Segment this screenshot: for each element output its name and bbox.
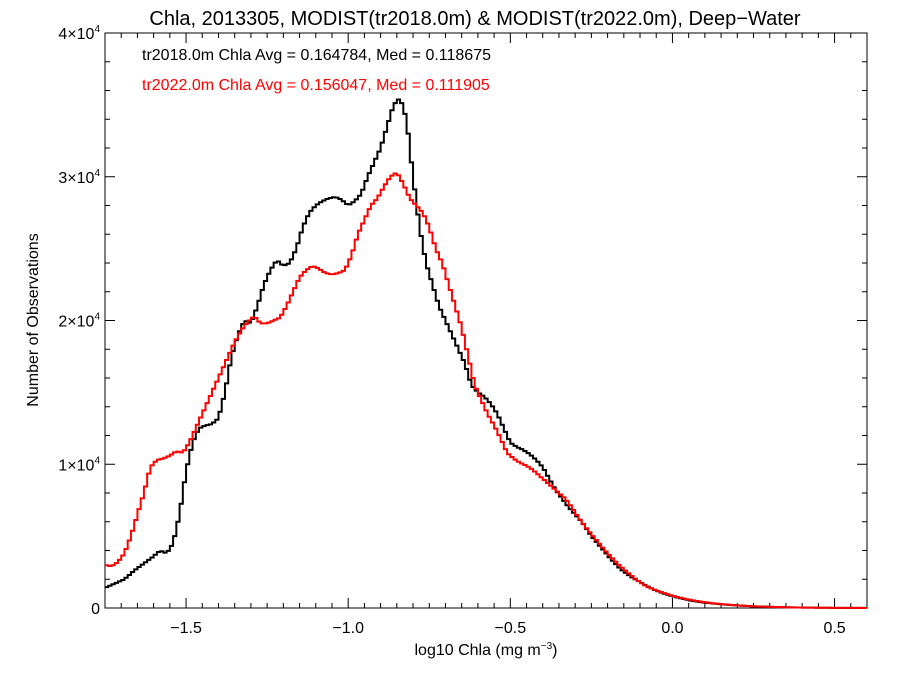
x-tick-label: −1.5 <box>170 620 202 637</box>
x-tick-label: 0.5 <box>823 620 845 637</box>
annotations-group: tr2018.0m Chla Avg = 0.164784, Med = 0.1… <box>142 47 491 94</box>
y-tick-label: 2×104 <box>58 312 100 331</box>
y-ticks-group: 0 1×104 2×104 3×104 4×104 <box>58 24 867 618</box>
y-tick-label: 3×104 <box>58 168 100 187</box>
x-axis-label-main: log10 Chla (mg m <box>414 642 540 659</box>
x-tick-label: −1.0 <box>332 620 364 637</box>
histogram-series-2 <box>105 172 867 609</box>
histogram-series-1 <box>105 98 867 609</box>
chart-title: Chla, 2013305, MODIST(tr2018.0m) & MODIS… <box>149 8 801 30</box>
y-axis-label: Number of Observations <box>25 233 42 406</box>
x-ticks-group: −1.5 −1.0 −0.5 0.0 0.5 <box>104 33 868 637</box>
stats-annotation-2: tr2022.0m Chla Avg = 0.156047, Med = 0.1… <box>142 77 490 94</box>
x-axis-label: log10 Chla (mg m−3) <box>414 641 557 659</box>
x-axis-label-tail: ) <box>552 642 557 659</box>
series-group <box>105 98 867 609</box>
y-tick-label: 0 <box>91 601 100 618</box>
y-tick-label: 1×104 <box>58 455 100 474</box>
y-tick-label: 4×104 <box>58 24 100 43</box>
x-tick-label: −0.5 <box>495 620 527 637</box>
x-tick-label: 0.0 <box>661 620 683 637</box>
plot-frame <box>104 32 868 609</box>
stats-annotation-1: tr2018.0m Chla Avg = 0.164784, Med = 0.1… <box>142 47 491 64</box>
x-axis-label-sup: −3 <box>541 641 553 652</box>
